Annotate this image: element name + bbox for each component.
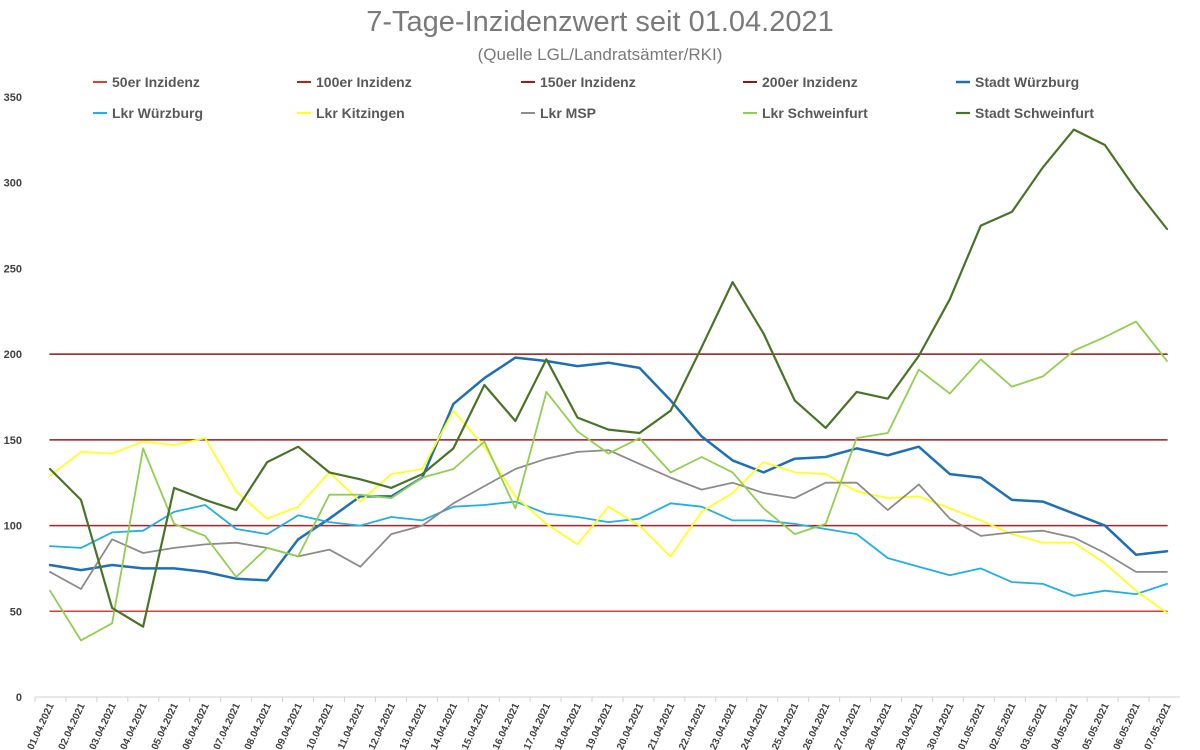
chart-title: 7-Tage-Inzidenzwert seit 01.04.2021 (366, 6, 834, 38)
x-tick-label: 16.04.2021 (491, 701, 522, 750)
x-tick-label: 28.04.2021 (863, 701, 894, 750)
y-tick-label: 150 (4, 435, 22, 447)
x-tick-label: 19.04.2021 (584, 701, 615, 750)
x-tick-label: 05.05.2021 (1081, 701, 1112, 750)
y-tick-label: 0 (16, 692, 22, 704)
x-tick-label: 25.04.2021 (770, 701, 801, 750)
x-tick-label: 05.04.2021 (150, 701, 181, 750)
legend-label: Lkr Kitzingen (316, 105, 405, 121)
x-tick-label: 13.04.2021 (398, 701, 429, 750)
x-tick-label: 02.05.2021 (987, 701, 1018, 750)
x-tick-label: 20.04.2021 (615, 701, 646, 750)
legend: 50er Inzidenz 100er Inzidenz 150er Inziden… (93, 74, 1094, 121)
y-tick-label: 50 (10, 606, 22, 618)
axes-layer: 0 50 100 150 200 250 300 350 01.04.2021 02.04.202… (4, 92, 1180, 750)
x-tick-label: 11.04.2021 (336, 701, 367, 750)
legend-label: 100er Inzidenz (316, 74, 412, 90)
x-tick-label: 07.05.2021 (1143, 701, 1174, 750)
x-tick-label: 01.04.2021 (26, 701, 57, 750)
legend-label: Lkr Schweinfurt (762, 105, 868, 121)
x-tick-label: 06.04.2021 (181, 701, 212, 750)
x-tick-label: 02.04.2021 (57, 701, 88, 750)
x-tick-label: 04.05.2021 (1050, 701, 1081, 750)
x-tick-label: 27.04.2021 (832, 701, 863, 750)
x-tick-label: 14.04.2021 (429, 701, 460, 750)
legend-label: Stadt Schweinfurt (975, 105, 1094, 121)
legend-label: 50er Inzidenz (112, 74, 200, 90)
x-tick-label: 03.04.2021 (88, 701, 119, 750)
series-line-lkr-msp (49, 449, 1168, 590)
series-lines (48, 128, 1169, 642)
x-tick-label: 12.04.2021 (367, 701, 398, 750)
x-tick-label: 26.04.2021 (801, 701, 832, 750)
legend-label: Lkr Würzburg (112, 105, 203, 121)
y-tick-label: 100 (4, 521, 22, 533)
y-tick-label: 300 (4, 178, 22, 190)
legend-label: Stadt Würzburg (975, 74, 1079, 90)
legend-label: Lkr MSP (540, 105, 596, 121)
chart-subtitle: (Quelle LGL/Landratsämter/RKI) (477, 45, 723, 64)
series-line-lkr-schweinfurt (49, 320, 1168, 642)
x-tick-label: 08.04.2021 (243, 701, 274, 750)
x-tick-label: 18.04.2021 (553, 701, 584, 750)
series-line-stadt-schweinfurt (48, 128, 1169, 628)
x-tick-label: 04.04.2021 (119, 701, 150, 750)
x-tick-label: 03.05.2021 (1018, 701, 1049, 750)
x-tick-label: 24.04.2021 (739, 701, 770, 750)
y-tick-label: 200 (4, 349, 22, 361)
x-tick-label: 07.04.2021 (212, 701, 243, 750)
x-tick-label: 29.04.2021 (894, 701, 925, 750)
series-line-lkr-w-rzburg (49, 500, 1168, 597)
y-tick-label: 350 (4, 92, 22, 104)
series-line-stadt-w-rzburg (48, 356, 1169, 582)
x-tick-label: 01.05.2021 (956, 701, 987, 750)
x-tick-label: 30.04.2021 (925, 701, 956, 750)
x-tick-label: 10.04.2021 (305, 701, 336, 750)
series-line-lkr-kitzingen (49, 409, 1168, 614)
x-tick-label: 21.04.2021 (646, 701, 677, 750)
x-tick-label: 17.04.2021 (522, 701, 553, 750)
legend-label: 200er Inzidenz (762, 74, 858, 90)
x-tick-label: 22.04.2021 (677, 701, 708, 750)
x-tick-label: 15.04.2021 (460, 701, 491, 750)
x-tick-label: 06.05.2021 (1112, 701, 1143, 750)
x-tick-label: 23.04.2021 (708, 701, 739, 750)
legend-label: 150er Inzidenz (540, 74, 636, 90)
y-tick-label: 250 (4, 263, 22, 275)
x-tick-label: 09.04.2021 (274, 701, 305, 750)
